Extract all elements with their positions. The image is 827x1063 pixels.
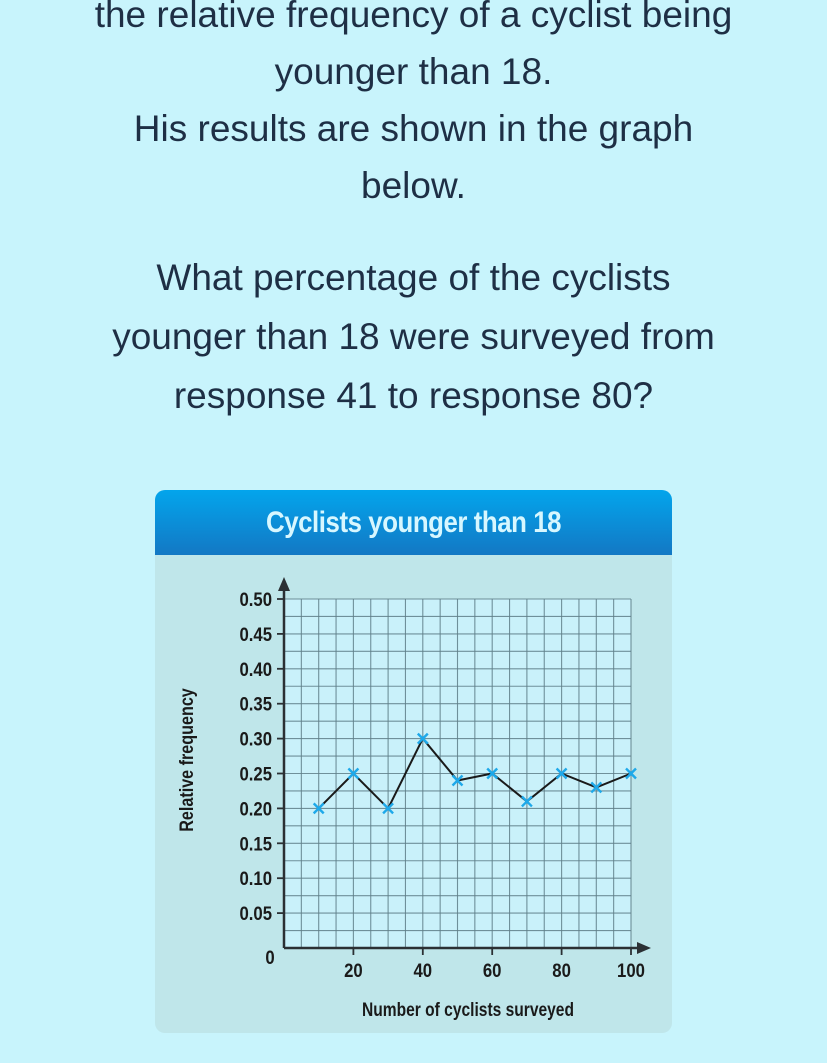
y-tick-label: 0.40	[239, 659, 272, 680]
x-tick-label: 0	[265, 947, 274, 968]
data-point-marker-icon	[625, 767, 637, 780]
data-point-marker-icon	[521, 795, 533, 808]
x-axis-arrow-icon	[637, 942, 651, 954]
line-chart: 0.05 0.10 0.15 0.20 0.25 0.30 0.35 0.40 0.45 0.50…	[176, 577, 651, 1021]
question-line: response 41 to response 80?	[173, 375, 654, 416]
data-point-marker-icon	[347, 767, 360, 780]
data-point-marker-icon	[590, 781, 603, 794]
question-line: younger than 18 were surveyed from	[112, 316, 715, 357]
intro-line: below.	[361, 165, 466, 206]
x-tick-label: 40	[414, 960, 433, 981]
question-line: What percentage of the cyclists	[156, 257, 671, 298]
x-tick-label: 100	[617, 960, 645, 981]
x-tick-label: 20	[344, 960, 363, 981]
x-axis-label: Number of cyclists surveyed	[362, 999, 574, 1021]
intro-line: younger than 18.	[274, 51, 553, 92]
data-point-marker-icon	[555, 767, 568, 780]
y-tick-label: 0.50	[239, 589, 272, 610]
data-point-marker-icon	[382, 802, 394, 815]
y-tick-label: 0.20	[239, 798, 272, 819]
y-tick-label: 0.05	[239, 903, 272, 924]
y-tick-label: 0.45	[239, 624, 272, 645]
chart-title: Cyclists younger than 18	[265, 506, 562, 539]
intro-text: the relative frequency of a cyclist bein…	[0, 0, 827, 214]
y-axis-arrow-icon	[278, 577, 290, 591]
chart-title-bar: Cyclists younger than 18	[155, 490, 672, 555]
data-point-marker-icon	[416, 732, 429, 745]
data-point-marker-icon	[486, 767, 499, 780]
y-axis-label: Relative frequency	[176, 688, 198, 832]
y-tick-label: 0.25	[239, 764, 272, 785]
intro-line: the relative frequency of a cyclist bein…	[94, 0, 733, 35]
data-line	[317, 736, 632, 811]
chart-panel: Cyclists younger than 18 0.05 0.10 0.15 0.2…	[155, 490, 672, 1033]
x-tick-label: 80	[552, 960, 571, 981]
y-tick-label: 0.35	[239, 694, 272, 715]
question-text: What percentage of the cyclists younger …	[0, 248, 827, 425]
x-tick-label: 60	[483, 960, 502, 981]
data-point-marker-icon	[451, 774, 464, 787]
y-tick-label: 0.10	[239, 868, 272, 889]
intro-line: His results are shown in the graph	[133, 108, 694, 149]
y-tick-label: 0.15	[239, 833, 272, 854]
y-tick-label: 0.30	[239, 729, 272, 750]
data-point-marker-icon	[312, 802, 325, 815]
